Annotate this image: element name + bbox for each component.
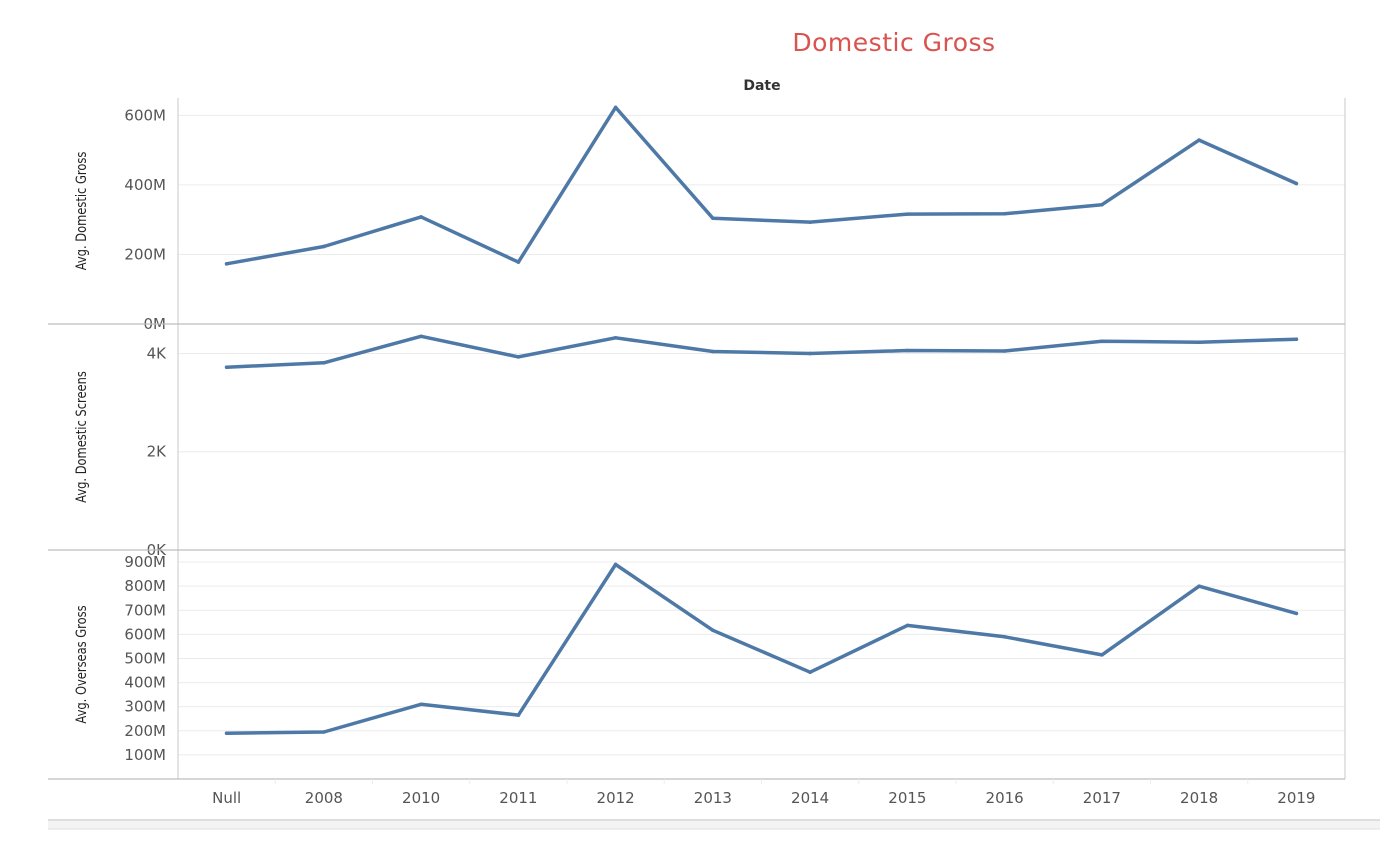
data-point	[808, 220, 812, 224]
x-tick-label: 2012	[597, 789, 635, 807]
data-point	[1294, 337, 1299, 342]
data-point	[224, 262, 229, 266]
data-point	[1100, 653, 1104, 657]
series-line	[224, 334, 1299, 369]
data-point	[1294, 611, 1299, 616]
data-point	[905, 623, 910, 628]
y-tick-label: 900M	[124, 553, 166, 571]
data-point	[1002, 634, 1007, 639]
series-line	[224, 105, 1299, 266]
y-tick-label: 400M	[124, 674, 166, 692]
data-point	[516, 355, 521, 359]
data-point	[516, 713, 521, 717]
data-point	[224, 365, 229, 370]
y-tick-label: 500M	[124, 649, 166, 667]
x-tick-label: 2015	[888, 789, 926, 807]
x-tick-label: 2019	[1277, 789, 1315, 807]
y-axis-label: Avg. Domestic Gross	[74, 151, 90, 270]
data-point	[808, 351, 812, 356]
y-tick-label: 600M	[124, 625, 166, 643]
data-point	[322, 244, 326, 249]
x-tick-label: 2014	[791, 789, 829, 807]
data-point	[1197, 340, 1201, 344]
y-tick-label: 4K	[147, 344, 168, 362]
data-point	[224, 731, 229, 735]
data-point	[322, 730, 326, 734]
data-point	[1294, 181, 1299, 186]
data-point	[613, 335, 618, 340]
y-tick-label: 200M	[124, 722, 166, 740]
y-tick-label: 300M	[124, 698, 166, 716]
y-axis-label: Avg. Overseas Gross	[74, 605, 90, 723]
series-line	[224, 562, 1299, 735]
data-point	[905, 348, 910, 353]
x-tick-label: 2011	[499, 789, 537, 807]
y-tick-label: 200M	[124, 245, 166, 263]
y-tick-label: 700M	[124, 601, 166, 619]
data-point	[419, 334, 423, 339]
x-tick-label: 2008	[305, 789, 343, 807]
data-point	[1197, 584, 1201, 588]
y-axis-label: Avg. Domestic Screens	[74, 371, 90, 503]
data-point	[613, 105, 618, 110]
data-point	[516, 260, 521, 264]
data-point	[1100, 339, 1104, 343]
data-point	[808, 670, 812, 675]
data-point	[322, 361, 326, 365]
chart-title: Domestic Gross	[792, 28, 995, 57]
data-point	[711, 628, 715, 633]
data-point	[711, 216, 715, 221]
panel-3: 100M 200M 300M 400M 500M 600M 700M 800M 900M Avg.…	[74, 550, 1346, 779]
data-point	[1197, 138, 1201, 142]
x-tick-label: 2010	[402, 789, 440, 807]
x-tick-label: 2013	[694, 789, 732, 807]
y-tick-label: 800M	[124, 577, 166, 595]
x-tick-label: 2017	[1083, 789, 1121, 807]
data-point	[1100, 202, 1104, 207]
y-tick-label: 400M	[124, 176, 166, 194]
horizontal-scrollbar[interactable]	[48, 821, 1380, 829]
data-point	[711, 349, 715, 354]
data-point	[1002, 211, 1007, 216]
x-tick-label: 2018	[1180, 789, 1218, 807]
column-header: Date	[743, 78, 780, 94]
x-tick-label: Null	[212, 789, 241, 807]
x-tick-label: 2016	[986, 789, 1024, 807]
data-point	[1002, 349, 1007, 353]
data-point	[613, 562, 618, 567]
data-point	[905, 212, 910, 216]
data-point	[419, 215, 423, 219]
data-point	[419, 702, 423, 707]
y-tick-label: 2K	[147, 443, 168, 461]
y-tick-label: 100M	[124, 746, 166, 764]
y-tick-label: 600M	[124, 106, 166, 124]
